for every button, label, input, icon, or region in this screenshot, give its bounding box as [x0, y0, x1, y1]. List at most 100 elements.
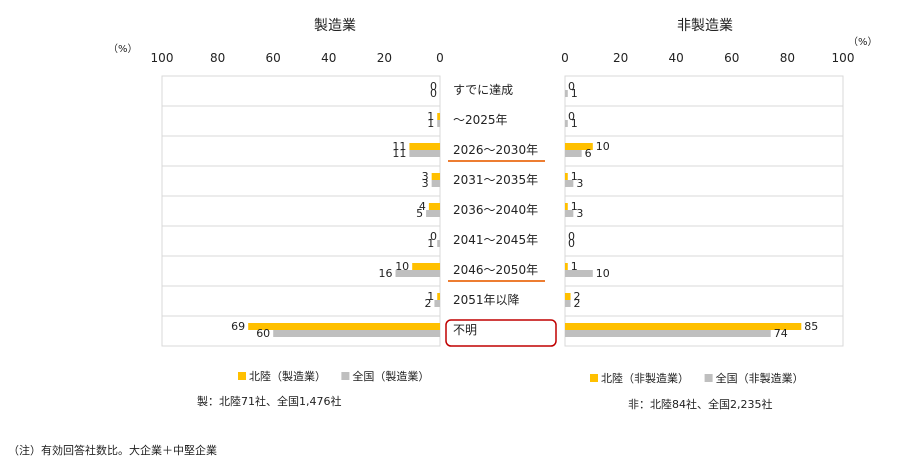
bar-left-hokuriku: [428, 203, 440, 210]
data-label-left: 69: [231, 320, 245, 333]
bar-left-national: [431, 180, 440, 187]
data-label-right: 10: [596, 140, 610, 153]
data-label-left: 0: [430, 80, 437, 93]
bar-right-hokuriku: [565, 143, 593, 150]
unit-label-right: （%）: [848, 36, 878, 48]
data-label-right: 1: [571, 200, 578, 213]
bar-left-national: [437, 240, 440, 247]
data-label-left: 1: [427, 290, 434, 303]
bar-right-national: [565, 270, 593, 277]
data-label-right: 74: [774, 327, 788, 340]
bar-right-hokuriku: [565, 323, 802, 330]
category-label: 2051年以降: [453, 293, 520, 307]
bar-left-national: [434, 300, 440, 307]
bar-right-national: [565, 180, 574, 187]
category-labels-layer: すでに達成 ～2025年 2026～2030年 2031～2035年 2036～2040…: [445, 83, 557, 347]
data-label-right: 0: [568, 80, 575, 93]
tick-label-right: 80: [780, 51, 795, 65]
chart-title-manufacturing: 製造業: [314, 18, 356, 34]
data-label-left: 11: [392, 147, 406, 160]
data-label-right: 1: [571, 117, 578, 130]
data-label-left: 1: [427, 117, 434, 130]
tick-label-left: 40: [321, 51, 336, 65]
sample-note-right: 非：北陸84社、全国2,235社: [628, 397, 773, 411]
bar-left-hokuriku: [437, 113, 440, 120]
plot-area-right: [564, 75, 844, 347]
tick-label-right: 40: [669, 51, 684, 65]
plot-frame-right: [564, 75, 844, 347]
data-label-right: 0: [568, 110, 575, 123]
data-label-right: 0: [568, 230, 575, 243]
data-label-right: 0: [568, 237, 575, 250]
category-label: 不明: [453, 323, 477, 337]
tick-label-right: 100: [832, 51, 855, 65]
bar-right-national: [565, 330, 771, 337]
legend-swatch-right-1: [704, 374, 713, 382]
bar-right-hokuriku: [565, 263, 568, 270]
bar-left-hokuriku: [248, 323, 440, 330]
category-label: 2036～2040年: [453, 203, 538, 217]
category-label: 2046～2050年: [453, 263, 538, 277]
data-label-left: 16: [379, 267, 393, 280]
tick-labels-layer: 100 80 60 40 20 0 0 20 40 60 80 100: [151, 51, 855, 65]
data-label-right: 3: [576, 207, 583, 220]
data-label-right: 2: [574, 290, 581, 303]
bar-right-national: [565, 120, 568, 127]
tick-label-left: 20: [377, 51, 392, 65]
data-label-left: 0: [430, 87, 437, 100]
bar-right-national: [565, 90, 568, 97]
legend-label-left-0: 北陸（製造業）: [249, 369, 326, 383]
bar-left-hokuriku: [409, 143, 440, 150]
data-label-right: 10: [596, 267, 610, 280]
bars-layer: [248, 90, 802, 337]
legend-label-left-1: 全国（製造業）: [352, 369, 429, 383]
bar-left-hokuriku: [437, 293, 440, 300]
tick-label-right: 0: [561, 51, 569, 65]
labels-layer: 0001110111111063313451301001016110122269…: [231, 80, 818, 340]
bar-left-national: [426, 210, 440, 217]
tick-label-left: 60: [266, 51, 281, 65]
plot-frame-left: [161, 75, 441, 347]
bar-left-national: [273, 330, 440, 337]
data-label-right: 1: [571, 170, 578, 183]
bar-right-hokuriku: [565, 203, 568, 210]
legend-layer: 北陸（製造業） 全国（製造業） 北陸（非製造業） 全国（非製造業）: [238, 369, 804, 385]
bar-right-national: [565, 210, 574, 217]
sample-note-left: 製：北陸71社、全国1,476社: [197, 394, 342, 408]
category-label: すでに達成: [453, 83, 513, 97]
category-highlight-box: [445, 319, 557, 347]
data-label-right: 1: [571, 87, 578, 100]
tick-label-right: 60: [724, 51, 739, 65]
data-label-left: 11: [392, 140, 406, 153]
data-label-right: 3: [576, 177, 583, 190]
legend-swatch-left-1: [341, 372, 350, 380]
data-label-left: 3: [422, 177, 429, 190]
data-label-left: 4: [419, 200, 426, 213]
category-label: ～2025年: [453, 113, 508, 127]
data-label-left: 1: [427, 110, 434, 123]
bar-right-hokuriku: [565, 173, 568, 180]
bar-left-hokuriku: [431, 173, 440, 180]
data-label-right: 85: [804, 320, 818, 333]
data-label-right: 2: [574, 297, 581, 310]
footnote: （注）有効回答社数比。大企業＋中堅企業: [8, 443, 217, 457]
legend-label-right-0: 北陸（非製造業）: [601, 371, 689, 385]
legend-swatch-right-0: [590, 374, 598, 382]
category-label: 2031～2035年: [453, 173, 538, 187]
bar-right-national: [565, 300, 571, 307]
data-label-left: 10: [395, 260, 409, 273]
bar-left-national: [437, 120, 440, 127]
chart-title-non-manufacturing: 非製造業: [677, 18, 733, 34]
data-label-left: 2: [424, 297, 431, 310]
data-label-left: 60: [256, 327, 270, 340]
data-label-left: 0: [430, 230, 437, 243]
category-label: 2041～2045年: [453, 233, 538, 247]
data-label-right: 6: [585, 147, 592, 160]
legend-label-right-1: 全国（非製造業）: [716, 371, 804, 385]
legend-swatch-left-0: [238, 372, 246, 380]
bar-left-hokuriku: [412, 263, 440, 270]
bar-right-national: [565, 150, 582, 157]
data-label-right: 1: [571, 260, 578, 273]
plot-area-left: [161, 75, 441, 347]
